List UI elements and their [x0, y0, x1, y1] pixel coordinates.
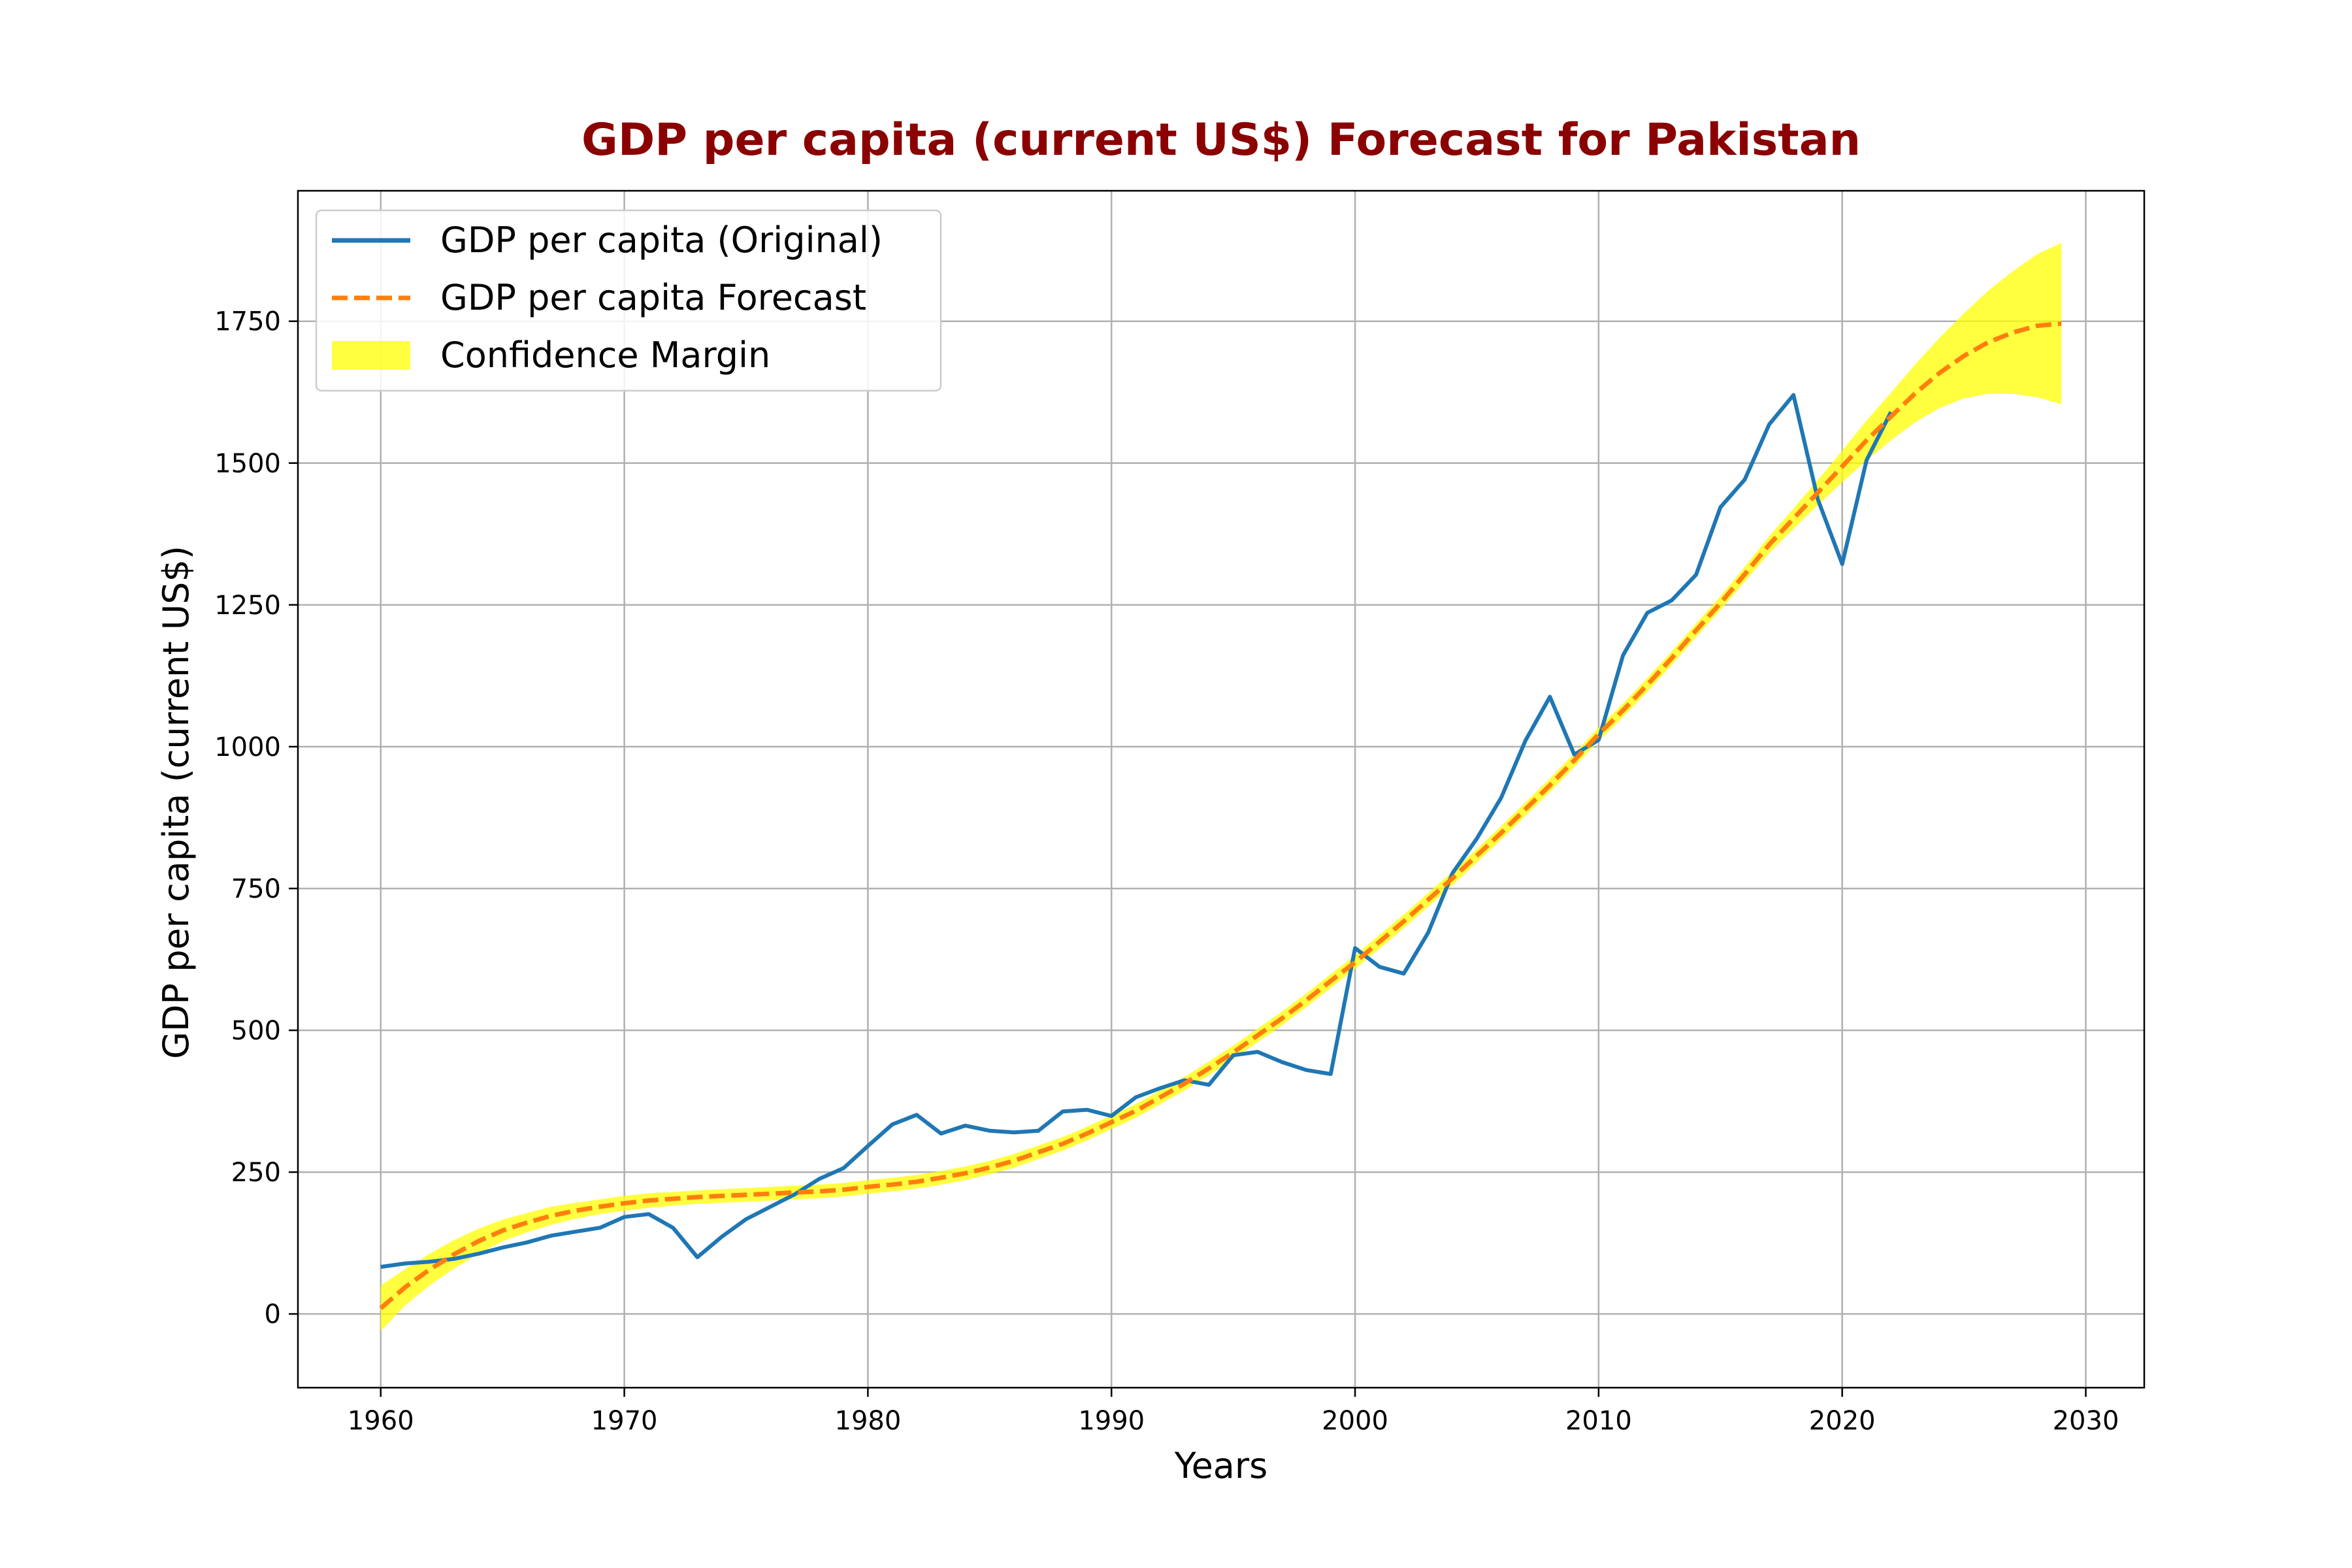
series-line-original: [380, 393, 1893, 1269]
x-tick-label: 1970: [591, 1406, 658, 1436]
legend-swatch-confidence: [332, 341, 410, 370]
y-tick-label: 500: [231, 1016, 281, 1046]
y-tick-label: 1500: [214, 449, 281, 479]
y-tick-label: 1000: [214, 732, 281, 762]
y-tick-label: 250: [231, 1158, 281, 1188]
legend-label-confidence: Confidence Margin: [440, 335, 770, 376]
x-tick-label: 1980: [835, 1406, 902, 1436]
x-tick-label: 2000: [1322, 1406, 1388, 1436]
y-tick-label: 1250: [214, 591, 281, 621]
confidence-band-area: [380, 242, 2062, 1331]
y-axis-ticks: 0 250 500 750 1000 1250 1500 1750: [214, 307, 298, 1330]
x-axis-ticks: 1960 1970 1980 1990 2000 2010 2020 2030: [348, 1388, 2119, 1436]
legend-label-original: GDP per capita (Original): [440, 220, 883, 261]
x-tick-label: 2010: [1565, 1406, 1632, 1436]
plot-frame: [297, 189, 2146, 1389]
y-tick-label: 1750: [214, 307, 281, 337]
x-axis-label: Years: [1174, 1445, 1267, 1486]
x-tick-label: 1960: [348, 1406, 414, 1436]
y-axis-label: GDP per capita (current US$): [155, 546, 197, 1059]
x-tick-label: 1990: [1078, 1406, 1145, 1436]
x-tick-label: 2030: [2053, 1406, 2119, 1436]
legend-label-forecast: GDP per capita Forecast: [440, 277, 866, 318]
confidence-band: [380, 242, 2062, 1331]
series-line-forecast: [379, 321, 2062, 1311]
y-tick-label: 750: [231, 874, 281, 904]
series-lines: [379, 321, 2062, 1311]
chart-title: GDP per capita (current US$) Forecast fo…: [581, 114, 1861, 166]
y-tick-label: 0: [265, 1299, 281, 1330]
legend: GDP per capita (Original) GDP per capita…: [315, 209, 942, 392]
legend-box: [315, 209, 942, 392]
x-tick-label: 2020: [1809, 1406, 1876, 1436]
